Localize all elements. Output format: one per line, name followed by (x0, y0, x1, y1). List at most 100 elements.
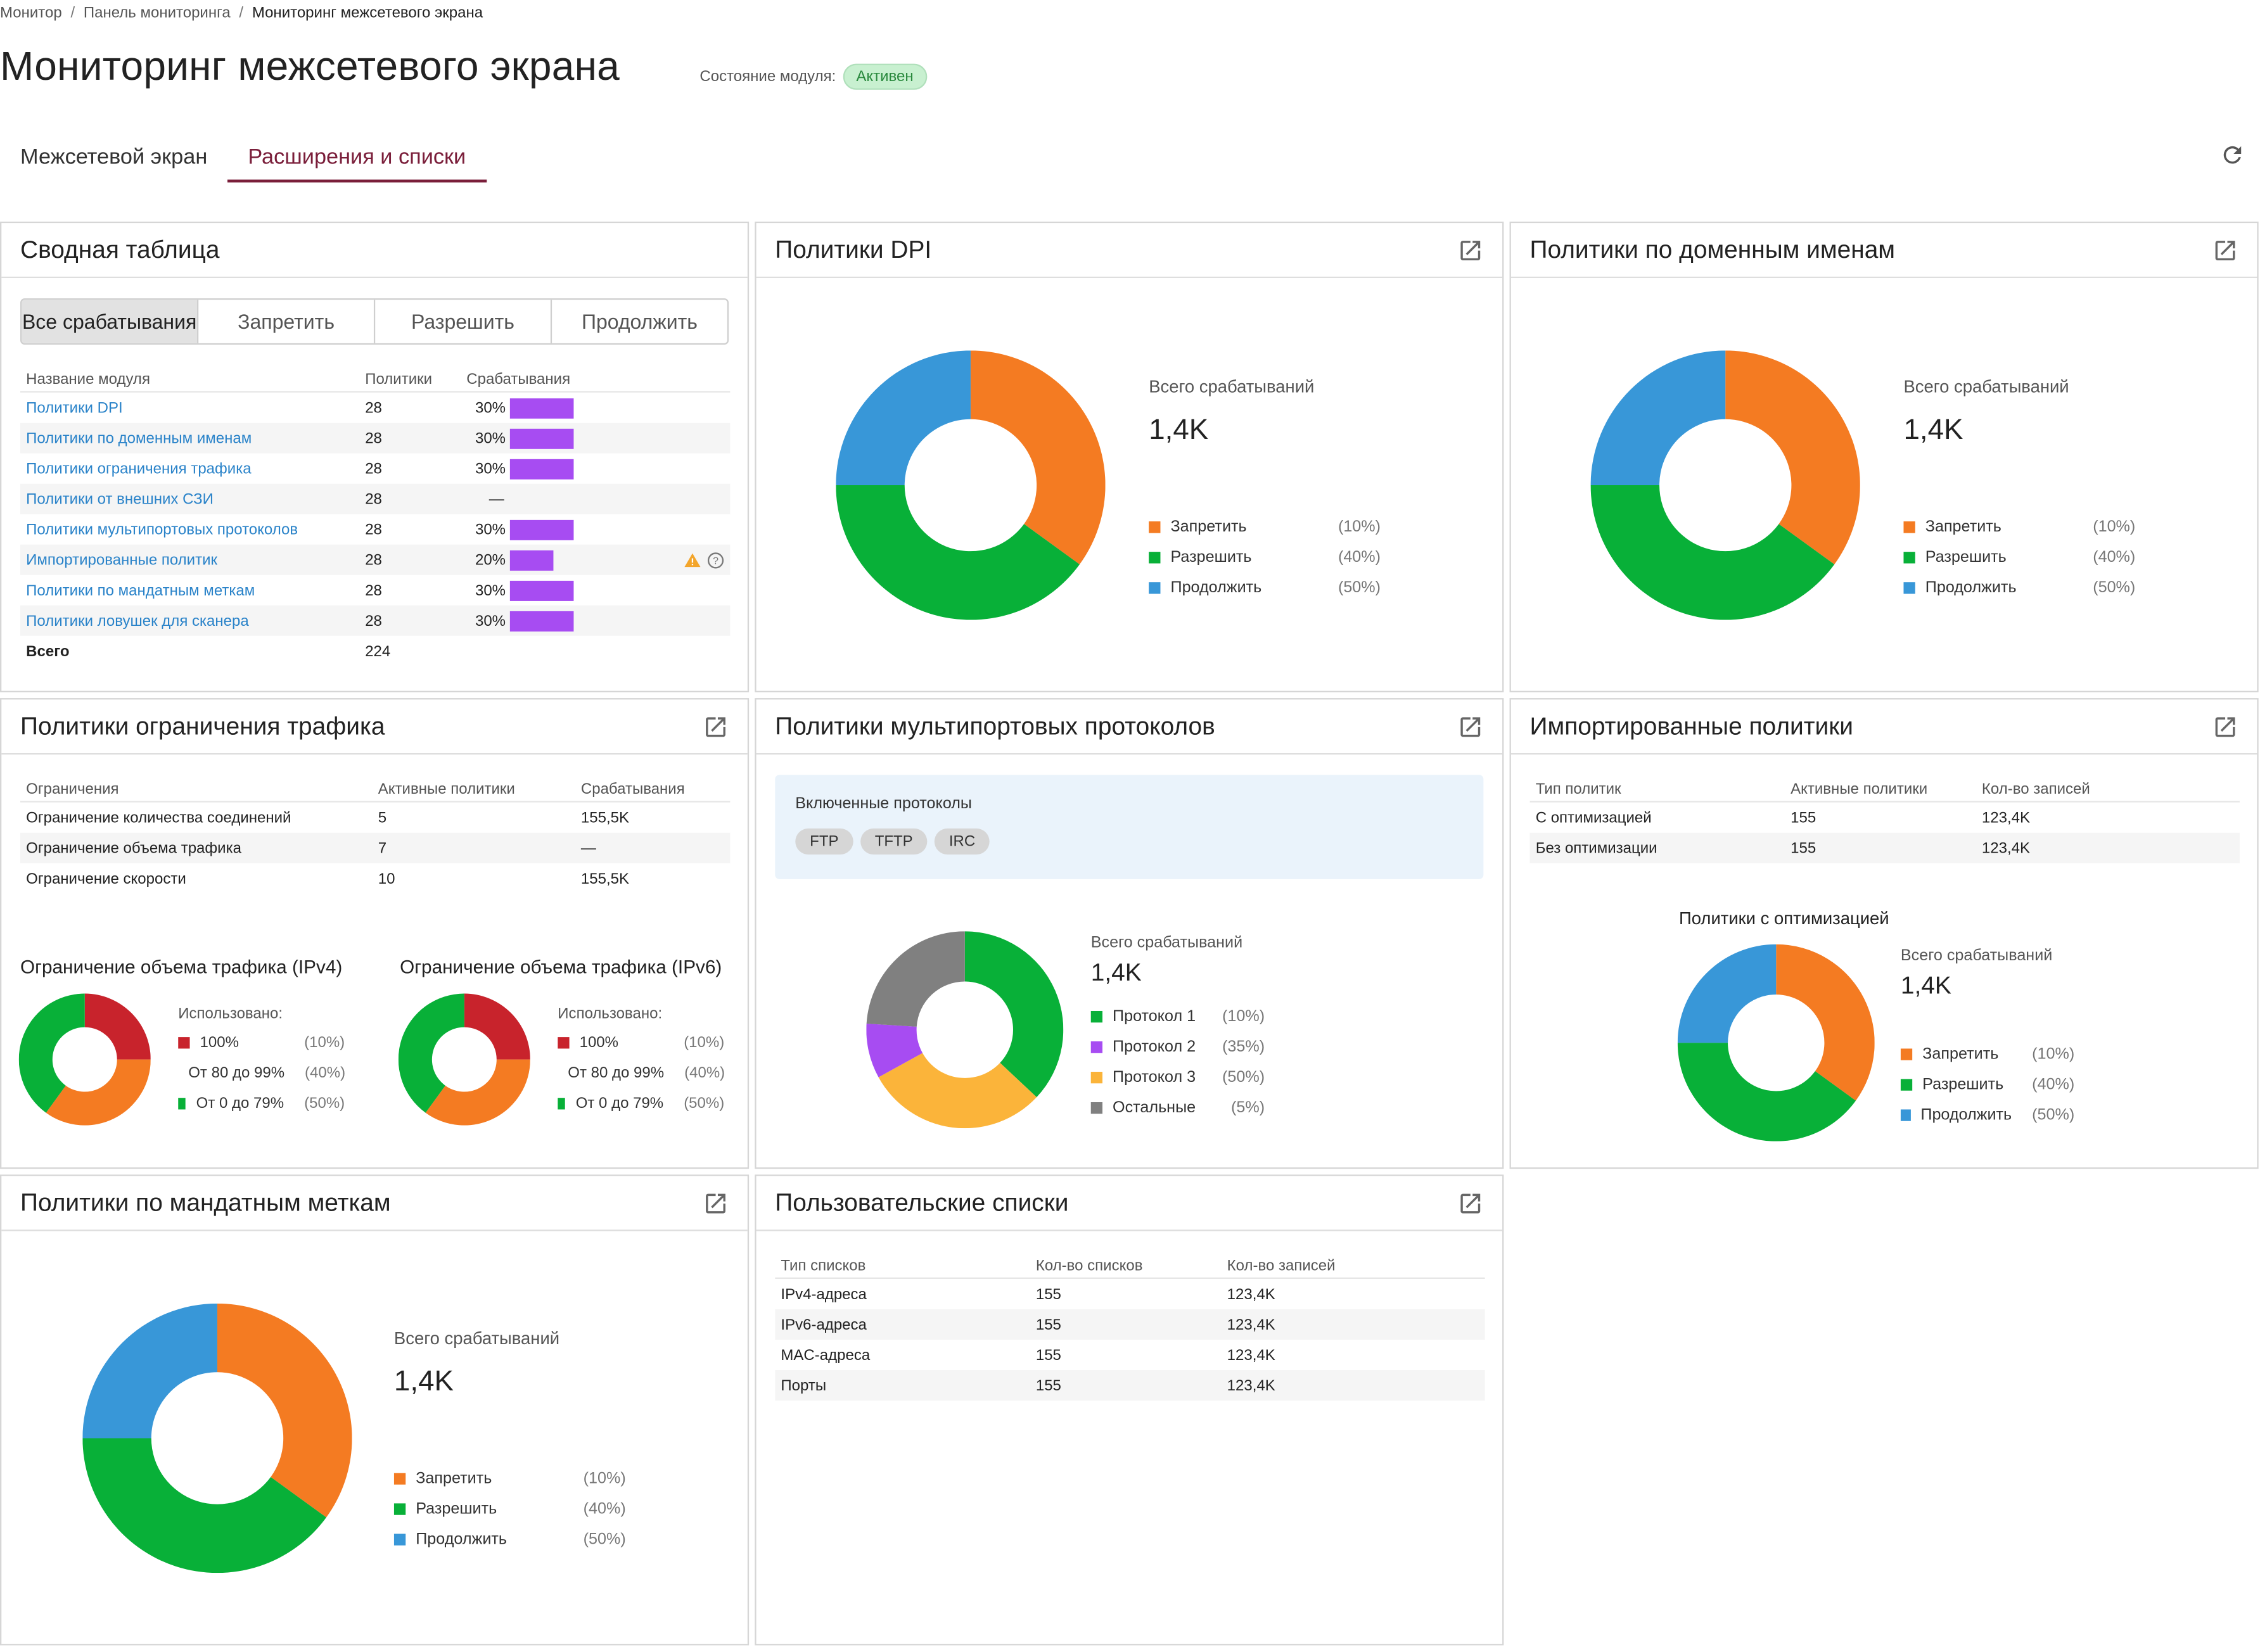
dpi-donut-chart (836, 350, 1106, 620)
legend-percent: (40%) (2032, 1075, 2075, 1093)
legend-item: 100% (10%) (558, 1027, 724, 1057)
tab-extensions-lists[interactable]: Расширения и списки (227, 133, 487, 183)
imported-card: Импортированные политики Тип политик Акт… (1509, 698, 2259, 1169)
open-external-icon[interactable] (1457, 237, 1483, 263)
legend-list: 100% (10%) От 80 до 99% (40%) От 0 до 79% (… (178, 1027, 345, 1118)
module-link[interactable]: Политики ловушек для сканера (26, 612, 249, 630)
module-link[interactable]: Импортированные политик (26, 551, 218, 569)
tab-bar: Межсетевой экран Расширения и списки (0, 133, 487, 183)
open-external-icon[interactable] (2212, 713, 2238, 739)
module-link[interactable]: Политики ограничения трафика (26, 459, 252, 478)
module-link[interactable]: Политики от внешних СЗИ (26, 490, 214, 508)
legend-item: Запретить (10%) (1900, 1038, 2074, 1069)
donut-slice-2 (878, 1053, 1037, 1129)
row-count: 155 (1035, 1346, 1061, 1364)
legend-item: Продолжить (50%) (1903, 572, 2135, 602)
hits-bar (509, 458, 574, 479)
donut-slice-3 (1590, 350, 1726, 485)
table-row: Без оптимизации 155 123,4K (1529, 832, 2240, 863)
legend-percent: (10%) (1337, 518, 1381, 535)
legend-swatch (393, 1533, 406, 1545)
row-hits-cell: 30% (461, 397, 634, 418)
column-header: Срабатывания (580, 780, 685, 797)
row-count: 155 (1035, 1376, 1061, 1394)
protocol-chip-ftp[interactable]: FTP (795, 828, 853, 855)
total-value: 1,4K (393, 1366, 454, 1398)
legend-percent: (50%) (684, 1094, 725, 1112)
table-row: Политики по мандатным меткам 28 30% (20, 575, 730, 606)
segment-continue[interactable]: Продолжить (550, 300, 727, 343)
row-hits: 30% (475, 459, 506, 478)
row-name: Ограничение скорости (26, 870, 186, 887)
breadcrumb-monitor[interactable]: Монитор (0, 4, 62, 22)
table-row: Ограничение объема трафика 7 — (20, 832, 731, 863)
donut-slice-2 (1677, 1043, 1856, 1141)
protocol-chip-tftp[interactable]: TFTP (860, 828, 928, 855)
legend-item: Разрешить (40%) (393, 1493, 626, 1523)
legend-list: 100% (10%) От 80 до 99% (40%) От 0 до 79% (… (558, 1027, 725, 1118)
open-external-icon[interactable] (2212, 237, 2238, 263)
open-external-icon[interactable] (1457, 1190, 1483, 1216)
protocol-chips: FTP TFTP IRC (795, 828, 990, 855)
module-link[interactable]: Политики DPI (26, 398, 123, 417)
row-hits: — (488, 490, 504, 508)
table-row: С оптимизацией 155 123,4K (1530, 803, 2240, 833)
open-external-icon[interactable] (703, 1190, 729, 1216)
legend-item: Запретить (10%) (1903, 511, 2135, 542)
legend-label: От 0 до 79% (575, 1094, 664, 1112)
legend-swatch (1903, 551, 1915, 563)
row-policies: 28 (365, 490, 382, 508)
legend-percent: (50%) (2032, 1105, 2075, 1124)
domain-donut-chart (1590, 350, 1860, 620)
ipv4-chart-title: Ограничение объема трафика (IPv4) (20, 956, 343, 978)
used-label: Использовано: (178, 1005, 283, 1023)
row-hits: 155,5K (580, 809, 629, 827)
module-link[interactable]: Политики мультипортовых протоколов (26, 520, 298, 538)
legend-label: Разрешить (1170, 548, 1252, 566)
legend-label: Запретить (1922, 1045, 1999, 1063)
module-link[interactable]: Политики по доменным именам (26, 429, 252, 447)
row-records: 123,4K (1227, 1316, 1275, 1333)
open-external-icon[interactable] (703, 713, 729, 739)
card-title: Политики ограничения трафика (20, 711, 385, 740)
protocol-chip-irc[interactable]: IRC (935, 828, 990, 855)
total-value: 1,4K (1903, 414, 1963, 447)
legend-item: Продолжить (50%) (1900, 1099, 2075, 1129)
legend-swatch (1903, 520, 1915, 533)
refresh-icon[interactable] (2219, 142, 2245, 168)
column-header: Политики (365, 370, 433, 388)
legend-swatch (1900, 1048, 1913, 1060)
row-policies: 28 (365, 612, 382, 630)
legend-item: От 80 до 99% (40%) (558, 1057, 725, 1088)
legend-label: Разрешить (1925, 548, 2007, 566)
warning-icon[interactable] (684, 551, 701, 568)
help-icon[interactable]: ? (707, 551, 724, 568)
tab-firewall[interactable]: Межсетевой экран (20, 144, 208, 170)
status-badge: Активен (843, 63, 927, 90)
row-policies: 28 (365, 551, 382, 569)
legend-swatch (393, 1472, 406, 1484)
column-header: Активные политики (1791, 780, 1928, 797)
total-label: Всего срабатываний (1900, 947, 2053, 965)
row-policies: 28 (365, 581, 382, 599)
segment-deny[interactable]: Запретить (196, 300, 374, 343)
segment-all-hits[interactable]: Все срабатывания (22, 300, 197, 343)
multiport-legend: Всего срабатываний 1,4K Протокол 1 (10%) … (1090, 934, 1265, 1122)
legend-swatch (1090, 1010, 1103, 1022)
breadcrumb-dashboard[interactable]: Панель мониторинга (83, 4, 231, 22)
row-hits: 30% (475, 520, 506, 538)
legend-item: От 0 до 79% (50%) (178, 1088, 345, 1118)
module-link[interactable]: Политики по мандатным меткам (26, 581, 255, 599)
donut-slice-2 (1590, 485, 1835, 620)
legend-percent: (10%) (2093, 518, 2136, 535)
open-external-icon[interactable] (1457, 713, 1483, 739)
legend-item: Продолжить (50%) (1149, 572, 1381, 602)
traffic-card: Политики ограничения трафика Ограничения… (0, 698, 750, 1169)
breadcrumb-separator: / (70, 4, 75, 22)
segment-allow[interactable]: Разрешить (373, 300, 551, 343)
card-header: Сводная таблица (1, 223, 748, 279)
table-row: Ограничение количества соединений 5 155,… (20, 803, 730, 833)
donut-slice-3 (836, 350, 971, 485)
legend-item: Протокол 3 (50%) (1090, 1062, 1265, 1092)
legend-item: Запретить (10%) (393, 1463, 626, 1493)
